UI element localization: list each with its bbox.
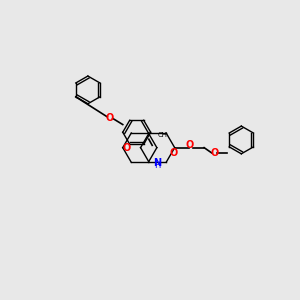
- Text: CH: CH: [158, 132, 168, 138]
- Text: O: O: [122, 143, 131, 153]
- Text: O: O: [185, 140, 194, 150]
- Text: O: O: [210, 148, 218, 158]
- Text: H: H: [154, 161, 161, 170]
- Text: O: O: [169, 148, 177, 158]
- Text: N: N: [154, 158, 162, 168]
- Text: O: O: [106, 113, 114, 123]
